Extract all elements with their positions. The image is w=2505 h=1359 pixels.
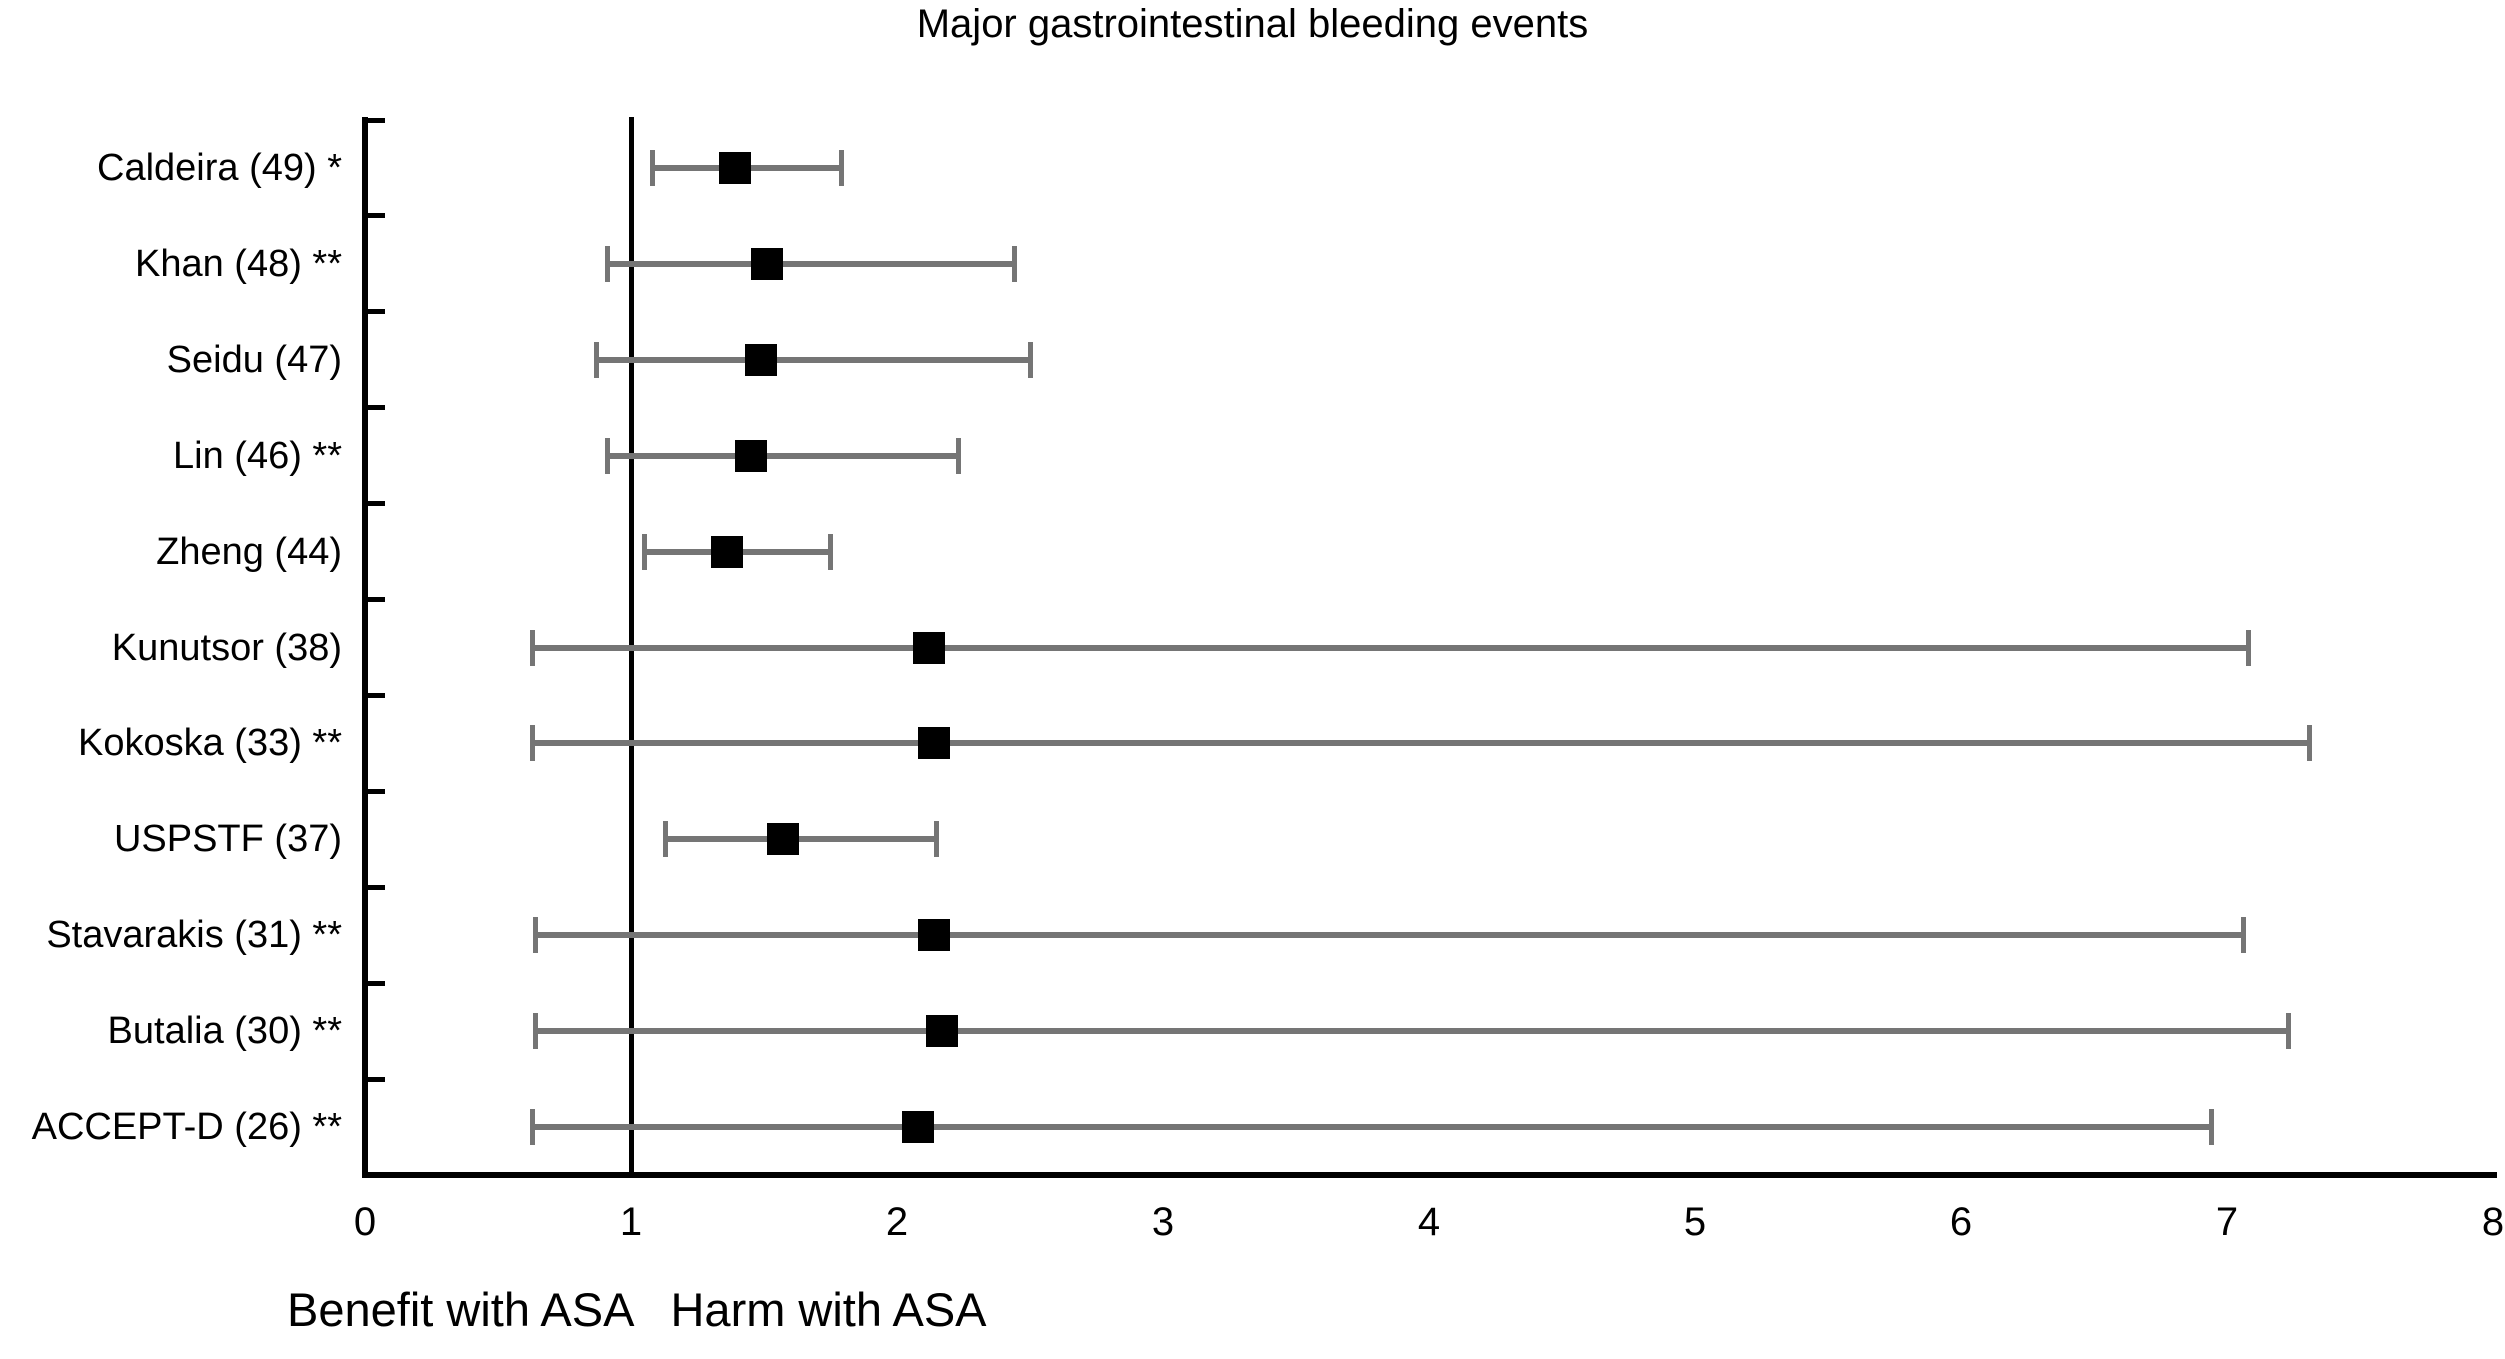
- point-estimate-marker: [926, 1015, 959, 1048]
- ci-cap-left: [530, 629, 536, 666]
- y-axis-tick: [368, 1076, 385, 1082]
- x-axis-caption: Benefit with ASA Harm with ASA: [287, 1282, 987, 1337]
- ci-cap-left: [530, 725, 536, 762]
- ci-cap-left: [604, 245, 610, 282]
- confidence-interval-bar: [607, 260, 1015, 267]
- study-label: ACCEPT-D (26) **: [31, 1106, 342, 1148]
- point-estimate-marker: [734, 439, 767, 472]
- study-label: Zheng (44): [156, 530, 342, 573]
- x-tick-label: 1: [619, 1200, 643, 1244]
- study-label: USPSTF (37): [113, 818, 342, 861]
- ci-cap-left: [663, 821, 669, 858]
- point-estimate-marker: [912, 631, 945, 664]
- ci-cap-left: [532, 1013, 538, 1050]
- ci-cap-right: [2245, 629, 2251, 666]
- study-label: Caldeira (49) *: [97, 147, 342, 189]
- point-estimate-marker: [718, 152, 751, 184]
- y-axis-tick: [368, 309, 385, 315]
- y-axis-tick: [368, 597, 385, 602]
- point-estimate-marker: [918, 919, 951, 952]
- x-tick-label: 0: [353, 1200, 377, 1244]
- x-axis-line: [362, 1172, 2497, 1178]
- y-axis-tick: [368, 980, 385, 986]
- point-estimate-marker: [902, 1111, 935, 1143]
- point-estimate-marker: [918, 727, 951, 760]
- x-tick-label: 8: [2481, 1200, 2505, 1244]
- study-label: Seidu (47): [166, 338, 342, 381]
- point-estimate-marker: [710, 535, 743, 568]
- ci-cap-right: [2307, 725, 2312, 762]
- point-estimate-marker: [766, 823, 799, 856]
- confidence-interval-bar: [532, 740, 2310, 747]
- point-estimate-marker: [750, 247, 783, 280]
- study-label: Khan (48) **: [134, 242, 342, 285]
- y-axis-tick: [368, 213, 385, 219]
- confidence-interval-bar: [532, 1124, 2212, 1130]
- ci-cap-right: [2285, 1013, 2291, 1050]
- confidence-interval-bar: [607, 452, 959, 459]
- confidence-interval-bar: [596, 356, 1030, 363]
- study-label: Stavarakis (31) **: [46, 914, 342, 957]
- ci-cap-right: [1027, 341, 1033, 378]
- ci-cap-right: [955, 437, 961, 474]
- ci-cap-right: [2240, 917, 2246, 954]
- study-label: Butalia (30) **: [107, 1010, 342, 1053]
- study-label: Kunutsor (38): [111, 626, 342, 669]
- ci-cap-right: [828, 533, 833, 570]
- x-tick-label: 4: [1417, 1200, 1441, 1244]
- study-label: Kokoska (33) **: [77, 722, 342, 765]
- y-axis-line: [362, 117, 368, 1178]
- point-estimate-marker: [745, 343, 778, 376]
- x-tick-label: 7: [2215, 1200, 2239, 1244]
- x-axis-benefit-label: Benefit with ASA: [287, 1283, 635, 1336]
- y-axis-tick: [368, 692, 385, 698]
- y-axis-tick: [368, 117, 385, 123]
- confidence-interval-bar: [532, 644, 2249, 651]
- ci-cap-left: [604, 437, 610, 474]
- confidence-interval-bar: [665, 836, 937, 843]
- ci-cap-right: [934, 821, 940, 858]
- x-tick-label: 5: [1683, 1200, 1707, 1244]
- y-axis-tick: [368, 788, 385, 794]
- confidence-interval-bar: [535, 1028, 2289, 1035]
- ci-cap-left: [593, 341, 599, 378]
- chart-title: Major gastrointestinal bleeding events: [916, 2, 1589, 46]
- confidence-interval-bar: [535, 932, 2243, 939]
- ci-cap-left: [649, 150, 655, 186]
- study-label: Lin (46) **: [173, 434, 342, 477]
- y-axis-tick: [368, 884, 385, 890]
- ci-cap-right: [2208, 1109, 2214, 1145]
- ci-cap-right: [838, 150, 844, 186]
- ci-cap-left: [641, 533, 647, 570]
- y-axis-tick: [368, 501, 385, 507]
- y-axis-tick: [368, 405, 385, 411]
- ci-cap-left: [530, 1109, 536, 1145]
- x-tick-label: 2: [885, 1200, 909, 1244]
- x-tick-label: 3: [1151, 1200, 1175, 1244]
- x-axis-harm-label: Harm with ASA: [670, 1283, 987, 1336]
- ci-cap-right: [1011, 245, 1017, 282]
- x-tick-label: 6: [1949, 1200, 1973, 1244]
- ci-cap-left: [532, 917, 538, 954]
